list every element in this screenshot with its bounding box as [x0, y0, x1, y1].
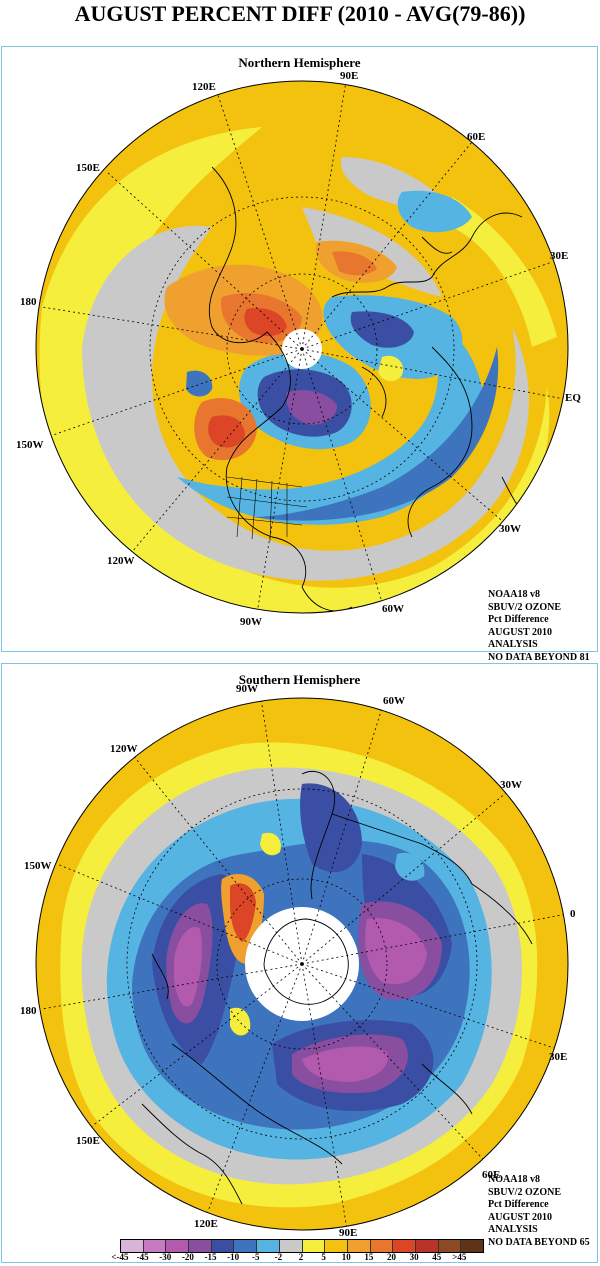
info-line: ANALYSIS	[488, 1224, 538, 1235]
legend-label: -45	[136, 1252, 149, 1262]
lon-label-60w: 60W	[383, 695, 405, 707]
legend-label: -15	[204, 1252, 217, 1262]
lon-label-150w: 150W	[16, 439, 44, 451]
info-line: AUGUST 2010	[488, 1211, 552, 1223]
legend-label: 30	[409, 1252, 419, 1262]
southern-hemisphere-title: Southern Hemisphere	[238, 672, 361, 687]
southern-hemisphere-map: 90W 60W 30W 0 30E 60E 90E 120E 150E 180 …	[20, 683, 576, 1239]
legend-swatch	[166, 1240, 190, 1252]
main-title: AUGUST PERCENT DIFF (2010 - AVG(79-86))	[74, 1, 526, 26]
legend-label: 5	[321, 1252, 326, 1262]
info-line: SBUV/2 OZONE	[488, 1186, 562, 1198]
lon-label-120e: 120E	[192, 81, 216, 93]
color-legend	[120, 1239, 484, 1253]
legend-label: 20	[387, 1252, 396, 1262]
legend-swatch	[143, 1240, 167, 1252]
legend-label: >45	[452, 1252, 467, 1262]
lon-label-eq: EQ	[565, 392, 581, 404]
lon-label-60w: 60W	[382, 603, 404, 615]
lon-label-0: 0	[570, 908, 576, 920]
legend-label: -20	[181, 1252, 194, 1262]
lon-label-60e: 60E	[467, 131, 485, 143]
legend-swatch	[234, 1240, 258, 1252]
lon-label-90e: 90E	[339, 1227, 357, 1239]
legend-swatch	[370, 1240, 394, 1252]
lon-label-90w: 90W	[240, 616, 262, 628]
southern-hemisphere-panel: Southern Hemisphere	[1, 663, 598, 1263]
info-line: Pct Difference	[488, 614, 549, 625]
legend-label: -2	[274, 1252, 283, 1262]
lon-label-30e: 30E	[550, 250, 568, 262]
legend-swatch	[302, 1240, 326, 1252]
lon-label-120w: 120W	[110, 743, 138, 755]
lon-label-60e: 60E	[482, 1169, 500, 1181]
legend-label: 2	[298, 1252, 304, 1262]
info-line: NO DATA BEYOND 65	[488, 1236, 590, 1248]
info-line: AUGUST 2010	[488, 626, 552, 638]
legend-swatch	[211, 1240, 235, 1252]
legend-label: -30	[159, 1252, 172, 1262]
lon-label-90e: 90E	[340, 70, 358, 82]
info-line: NOAA18 v8	[488, 589, 540, 600]
legend-swatch	[438, 1240, 462, 1252]
lon-label-150e: 150E	[76, 1135, 100, 1147]
lon-label-30w: 30W	[500, 779, 522, 791]
lon-label-30e: 30E	[549, 1051, 567, 1063]
info-line: ANALYSIS	[488, 639, 538, 650]
northern-hemisphere-map: 90E 60E 30E EQ 30W 60W 90W 120W 150W 180…	[16, 70, 581, 628]
legend-swatch	[257, 1240, 280, 1252]
northern-hemisphere-panel: Northern Hemisphere	[1, 46, 598, 663]
legend-swatch	[461, 1240, 483, 1252]
legend-swatch	[121, 1240, 144, 1252]
lon-label-180: 180	[20, 1005, 37, 1017]
southern-info-block: NOAA18 v8 SBUV/2 OZONE Pct Difference AU…	[488, 1174, 590, 1249]
info-line: SBUV/2 OZONE	[488, 601, 562, 613]
info-line: Pct Difference	[488, 1199, 549, 1210]
legend-label: -5	[252, 1252, 260, 1262]
legend-swatch	[415, 1240, 439, 1252]
northern-info-block: NOAA18 v8 SBUV/2 OZONE Pct Difference AU…	[488, 589, 590, 664]
northern-hemisphere-title: Northern Hemisphere	[238, 55, 361, 70]
legend-label: -10	[227, 1252, 240, 1262]
lon-label-150w: 150W	[24, 860, 52, 872]
legend-swatch	[393, 1240, 416, 1252]
lon-label-120e: 120E	[194, 1218, 218, 1230]
lon-label-90w: 90W	[236, 683, 258, 695]
lon-label-30w: 30W	[499, 523, 521, 535]
info-line: NO DATA BEYOND 81	[488, 651, 590, 663]
legend-label: 15	[364, 1252, 374, 1262]
lon-label-120w: 120W	[107, 555, 135, 567]
legend-swatch	[347, 1240, 371, 1252]
info-line: NOAA18 v8	[488, 1174, 540, 1185]
legend-label: 10	[341, 1252, 351, 1262]
color-legend-labels: <-45 -45 -30 -20 -15 -10 -5 -2 2 5 10 15 20 30 45 >45	[111, 1252, 492, 1264]
lon-label-150e: 150E	[76, 162, 100, 174]
legend-swatch	[325, 1240, 348, 1252]
lon-label-180: 180	[20, 296, 37, 308]
legend-swatch	[189, 1240, 212, 1252]
legend-label: <-45	[111, 1252, 129, 1262]
legend-swatch	[279, 1240, 303, 1252]
legend-label: 45	[432, 1252, 442, 1262]
